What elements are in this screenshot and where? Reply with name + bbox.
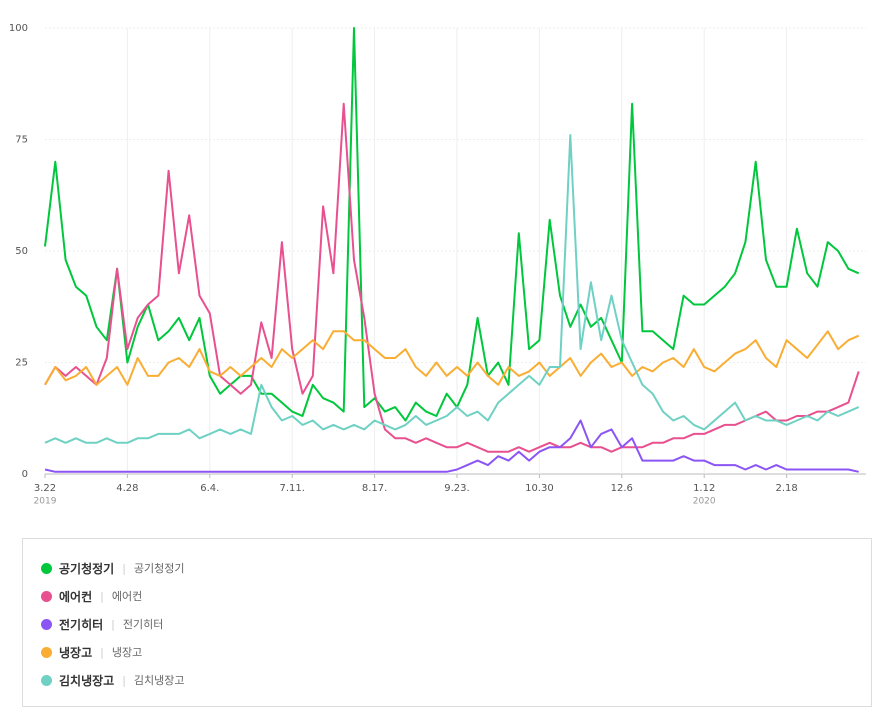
legend-entry: 공기청정기 | 공기청정기 <box>41 558 185 578</box>
series-line <box>44 330 860 386</box>
separator: | <box>100 645 104 659</box>
legend-dot <box>41 674 52 686</box>
legend-dot <box>41 562 52 574</box>
x-tick-label: 12.6 <box>611 483 633 494</box>
legend-keywords: 냉장고 <box>111 646 143 659</box>
chart: 0 25 50 75 100 3.22 4.28 6.4. 7.11. 8.17. 9.23. 10.… <box>9 23 866 507</box>
x-tick-label: 7.11. <box>279 483 304 494</box>
legend-dot <box>41 618 52 630</box>
legend-keywords: 전기히터 <box>122 618 164 631</box>
legend-name: 김치냉장고 <box>59 673 115 688</box>
x-tick-label: 1.12 <box>693 483 715 494</box>
series-line <box>44 134 860 444</box>
legend-entry: 전기히터 | 전기히터 <box>41 614 163 634</box>
legend-keywords: 에어컨 <box>111 590 143 603</box>
separator: | <box>122 673 126 687</box>
y-tick-label: 75 <box>15 135 28 146</box>
x-tick-label: 10.30 <box>525 483 554 494</box>
y-tick-label: 100 <box>9 23 28 34</box>
series-line <box>44 27 860 422</box>
separator: | <box>100 589 104 603</box>
legend-entry: 냉장고 | 냉장고 <box>41 642 142 662</box>
x-tick-label: 3.22 <box>34 483 56 494</box>
x-sublabel: 2020 <box>693 497 716 507</box>
legend-dot <box>41 590 52 602</box>
x-tick-label: 4.28 <box>116 483 138 494</box>
x-tick-label: 6.4. <box>200 483 219 494</box>
x-tick-label: 9.23. <box>444 483 469 494</box>
x-tick-label: 2.18 <box>775 483 797 494</box>
x-tick-label: 8.17. <box>362 483 387 494</box>
legend-entry: 에어컨 | 에어컨 <box>41 586 142 606</box>
legend-keywords: 김치냉장고 <box>133 674 185 687</box>
y-tick-label: 50 <box>15 246 28 257</box>
legend-name: 냉장고 <box>59 645 93 660</box>
series-line <box>44 419 859 473</box>
legend-name: 에어컨 <box>59 589 93 604</box>
legend-dot <box>41 646 52 658</box>
separator: | <box>122 561 126 575</box>
separator: | <box>111 617 115 631</box>
legend-entry: 김치냉장고 | 김치냉장고 <box>41 670 185 690</box>
legend-name: 전기히터 <box>59 617 104 632</box>
legend-keywords: 공기청정기 <box>133 562 185 575</box>
y-tick-label: 25 <box>15 358 28 369</box>
y-tick-label: 0 <box>22 469 28 480</box>
series-line <box>44 102 860 453</box>
legend-name: 공기청정기 <box>59 561 115 576</box>
x-sublabel: 2019 <box>34 497 57 507</box>
